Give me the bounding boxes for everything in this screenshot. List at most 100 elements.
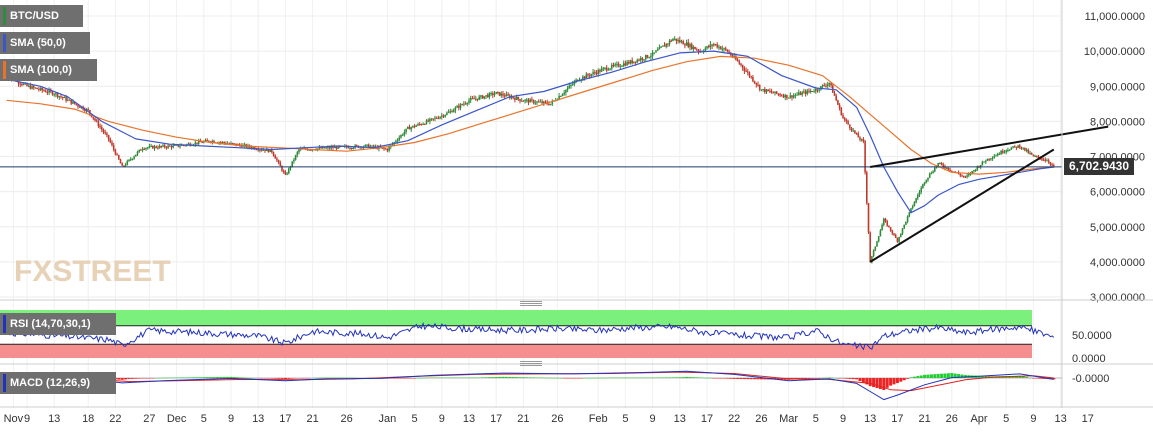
- candle-body: [320, 147, 322, 149]
- legend-sma50[interactable]: SMA (50,0): [0, 32, 90, 54]
- legend-symbol[interactable]: BTC/USD: [0, 5, 83, 27]
- candle-body: [391, 144, 394, 146]
- candle-body: [197, 140, 200, 144]
- candle-body: [663, 45, 666, 47]
- macd-histogram-bar: [814, 378, 818, 379]
- candle-body: [996, 154, 999, 156]
- candle-body: [752, 77, 754, 82]
- macd-histogram-bar: [124, 378, 128, 380]
- candle-body: [767, 89, 769, 91]
- legend-macd[interactable]: MACD (12,26,9): [0, 372, 116, 394]
- macd-histogram-bar: [569, 378, 573, 379]
- candle-body: [682, 41, 684, 45]
- candle-body: [650, 56, 652, 58]
- candle-body: [583, 76, 586, 79]
- macd-histogram-bar: [572, 378, 576, 379]
- macd-histogram-bar: [212, 377, 216, 378]
- candle-body: [1047, 160, 1050, 163]
- candle-body: [1002, 150, 1004, 153]
- candle-body: [689, 44, 691, 48]
- macd-histogram-bar: [144, 378, 148, 379]
- candle-body: [148, 146, 151, 148]
- candle-body: [653, 52, 656, 54]
- candle-body: [1003, 151, 1006, 153]
- rsi-label: RSI (14,70,30,1): [10, 318, 91, 330]
- candle-body: [612, 64, 615, 66]
- candle-body: [1036, 156, 1038, 158]
- macd-histogram-bar: [402, 378, 406, 379]
- candle-body: [97, 121, 100, 127]
- macd-histogram-bar: [399, 378, 403, 379]
- candle-body: [770, 91, 773, 93]
- candle-body: [503, 95, 506, 97]
- x-tick-label: 26: [946, 413, 958, 425]
- macd-histogram-bar: [195, 377, 199, 378]
- macd-histogram-bar: [671, 377, 675, 378]
- candle-body: [150, 145, 152, 147]
- candle-body: [208, 140, 210, 142]
- macd-histogram-bar: [739, 378, 743, 380]
- macd-histogram-bar: [1038, 378, 1042, 379]
- candle-body: [928, 173, 931, 178]
- candle-body: [886, 221, 888, 226]
- candle-body: [548, 103, 550, 105]
- candle-body: [845, 119, 848, 122]
- candle-body: [777, 93, 780, 95]
- candle-body: [724, 48, 727, 50]
- macd-histogram-bar: [576, 378, 580, 379]
- candle-body: [493, 93, 496, 96]
- candle-body: [262, 149, 265, 151]
- candle-body: [536, 101, 538, 103]
- macd-histogram-bar: [804, 378, 808, 379]
- candle-body: [73, 101, 76, 104]
- candle-body: [131, 158, 134, 160]
- candle-body: [471, 98, 474, 100]
- candle-body: [136, 151, 139, 155]
- candle-body: [611, 64, 613, 69]
- macd-resize-handle-icon[interactable]: [520, 361, 542, 366]
- candle-body: [422, 123, 424, 125]
- candle-body: [116, 154, 118, 156]
- candle-body: [187, 143, 190, 145]
- candle-body: [403, 132, 406, 135]
- candle-body: [22, 83, 25, 85]
- candle-body: [68, 99, 71, 101]
- candle-body: [660, 46, 662, 48]
- candle-body: [680, 41, 683, 43]
- macd-histogram-bar: [889, 378, 893, 386]
- macd-histogram-bar: [491, 377, 495, 378]
- macd-histogram-bar: [919, 375, 923, 378]
- legend-rsi[interactable]: RSI (14,70,30,1): [0, 313, 116, 335]
- candle-body: [43, 90, 45, 92]
- candle-body: [888, 225, 890, 228]
- candle-body: [386, 148, 389, 151]
- macd-histogram-bar: [532, 377, 536, 378]
- candle-body: [255, 149, 258, 151]
- candle-body: [791, 95, 793, 98]
- candle-body: [864, 141, 866, 173]
- candle-body: [607, 69, 610, 71]
- rsi-resize-handle-icon[interactable]: [520, 301, 542, 306]
- candle-body: [383, 147, 385, 149]
- candle-body: [757, 84, 759, 86]
- candle-body: [1051, 164, 1053, 166]
- candle-body: [99, 126, 101, 128]
- candle-body: [740, 63, 742, 66]
- macd-histogram-bar: [334, 377, 338, 379]
- candle-body: [852, 130, 854, 132]
- candle-body: [294, 155, 297, 160]
- x-tick-label: 17: [891, 413, 903, 425]
- macd-histogram-bar: [304, 378, 308, 379]
- macd-histogram-bar: [858, 378, 862, 382]
- candle-body: [21, 84, 23, 86]
- candle-body: [417, 123, 419, 126]
- candle-body: [112, 145, 115, 150]
- legend-sma100[interactable]: SMA (100,0): [0, 59, 97, 81]
- macd-histogram-bar: [875, 378, 879, 389]
- macd-swatch-icon: [3, 374, 6, 392]
- sma50-line: [6, 50, 1054, 214]
- candle-body: [395, 141, 397, 143]
- macd-histogram-bar: [477, 377, 481, 378]
